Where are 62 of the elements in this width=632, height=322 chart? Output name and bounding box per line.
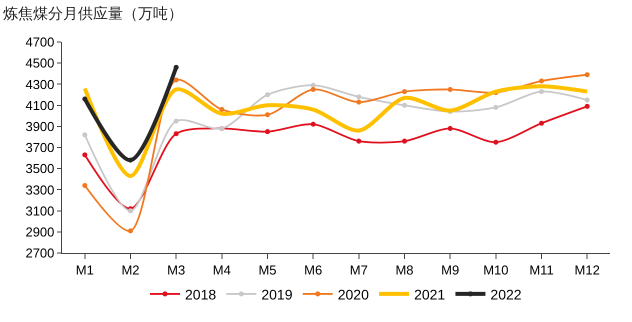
point [310,122,316,127]
point [82,132,88,138]
y-tick-label: 3900 [25,118,54,134]
point [493,104,498,110]
point [448,86,453,92]
point [584,98,590,103]
point [584,72,590,78]
x-tick-label: M9 [441,262,460,278]
point [82,96,88,102]
x-tick-label: M1 [76,262,94,278]
x-tick-label: M5 [258,262,277,278]
legend-label: 2021 [414,286,446,302]
point [402,138,407,144]
point [402,89,407,94]
point [174,77,179,82]
legend-label: 2018 [185,286,216,302]
point [174,131,179,136]
y-tick-label: 4700 [25,34,54,50]
x-tick-label: M12 [574,262,600,278]
point [356,138,362,144]
point [539,78,544,84]
chart-title: 炼焦煤分月供应量（万吨） [3,6,184,23]
x-tick-label: M8 [395,262,414,278]
point [265,129,270,134]
point [356,100,362,105]
point [265,112,270,118]
x-tick-label: M7 [350,262,368,278]
point [448,126,453,132]
y-tick-label: 2700 [25,246,54,261]
point [82,152,88,158]
y-tick-label: 4500 [25,56,54,71]
point [539,120,544,126]
legend-label: 2020 [338,286,370,302]
y-tick-label: 4300 [25,76,54,92]
point [539,89,544,94]
point [128,158,133,163]
legend-label: 2022 [490,286,522,302]
line-series [82,84,590,178]
x-tick-label: M11 [529,262,554,278]
legend-label: 2019 [261,286,293,302]
point [82,182,88,188]
point [356,94,362,100]
point [402,102,407,108]
y-tick-label: 3500 [25,161,54,176]
point [310,86,316,92]
x-tick-label: M4 [212,262,231,278]
point [219,107,224,112]
y-tick-label: 3100 [25,203,54,218]
y-tick-label: 3300 [25,182,54,198]
y-tick-label: 4100 [25,98,54,113]
point [584,104,590,109]
x-tick-label: M6 [304,262,322,278]
point [493,140,498,145]
point [128,228,133,234]
point [174,64,179,70]
x-tick-label: M3 [167,262,186,278]
point [265,92,270,98]
x-tick-label: M2 [121,262,140,278]
y-tick-label: 3700 [25,140,54,156]
x-tick-label: M10 [483,262,508,278]
y-tick-label: 2900 [25,224,54,240]
point [174,118,179,124]
